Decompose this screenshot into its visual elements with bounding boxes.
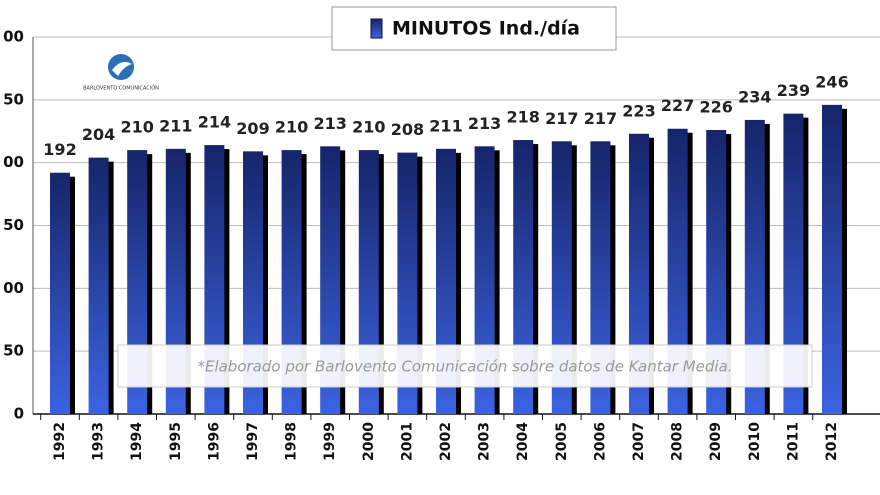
x-tick-label: 2002 xyxy=(438,422,454,461)
value-label: 211 xyxy=(159,116,192,135)
value-label: 218 xyxy=(506,108,539,127)
value-label: 210 xyxy=(352,118,385,137)
y-tick-label: 00 xyxy=(3,279,24,297)
x-tick-label: 1993 xyxy=(91,422,107,461)
note-box xyxy=(117,344,813,388)
chart-title: MINUTOS Ind./día xyxy=(392,18,580,40)
x-tick-label: 2005 xyxy=(554,422,570,461)
value-label: 210 xyxy=(120,118,153,137)
x-tick-label: 2003 xyxy=(477,422,493,461)
legend-swatch xyxy=(370,18,383,39)
x-tick-label: 1997 xyxy=(245,422,261,461)
x-tick-label: 1994 xyxy=(129,422,145,461)
y-tick-label: 00 xyxy=(3,153,24,171)
y-tick-label: 50 xyxy=(3,216,24,234)
value-label: 223 xyxy=(622,101,655,120)
value-label: 192 xyxy=(43,140,76,159)
bar xyxy=(744,119,765,414)
bar xyxy=(629,133,649,414)
x-tick-label: 2010 xyxy=(747,422,763,461)
value-label: 210 xyxy=(275,118,308,137)
x-tick-label: 1999 xyxy=(322,422,338,461)
logo-text: BARLOVENTO COMUNICACIÓN xyxy=(83,85,159,92)
legend: MINUTOS Ind./día xyxy=(331,6,617,51)
x-tick-label: 2001 xyxy=(399,422,415,461)
x-tick-label: 1996 xyxy=(206,422,222,461)
value-label: 234 xyxy=(738,87,771,106)
x-tick-label: 1998 xyxy=(284,422,300,461)
y-tick-label: 50 xyxy=(3,342,24,360)
x-tick-label: 2006 xyxy=(592,422,608,461)
bar xyxy=(783,113,804,414)
bar xyxy=(50,172,70,414)
value-label: 214 xyxy=(198,113,231,132)
value-label: 217 xyxy=(545,109,578,128)
value-label: 227 xyxy=(661,96,694,115)
value-label: 213 xyxy=(468,114,501,133)
x-tick-label: 2004 xyxy=(515,422,531,461)
value-label: 246 xyxy=(815,72,848,91)
value-label: 208 xyxy=(391,120,424,139)
bar xyxy=(822,104,842,415)
y-tick-label: 00 xyxy=(3,28,24,46)
x-tick-label: 1992 xyxy=(52,422,68,461)
y-tick-label: 50 xyxy=(3,90,24,108)
value-label: 204 xyxy=(82,125,115,144)
x-tick-label: 2011 xyxy=(785,422,801,461)
bar xyxy=(706,129,727,414)
note-text: *Elaborado por Barlovento Comunicación s… xyxy=(197,358,732,376)
y-tick-label: 0 xyxy=(14,405,24,423)
x-tick-label: 2000 xyxy=(361,422,377,461)
logo: BARLOVENTO COMUNICACIÓN xyxy=(83,54,159,92)
value-label: 211 xyxy=(429,116,462,135)
value-label: 226 xyxy=(699,97,732,116)
x-tick-label: 2008 xyxy=(670,422,686,461)
value-label: 213 xyxy=(313,114,346,133)
x-tick-label: 2007 xyxy=(631,422,647,461)
bar xyxy=(88,157,109,414)
value-label: 209 xyxy=(236,119,269,138)
value-label: 217 xyxy=(584,109,617,128)
x-tick-label: 1995 xyxy=(168,422,184,461)
note: *Elaborado por Barlovento Comunicación s… xyxy=(117,344,813,388)
x-tick-label: 2009 xyxy=(708,422,724,461)
value-label: 239 xyxy=(777,81,810,100)
x-tick-label: 2012 xyxy=(824,422,840,461)
bar xyxy=(667,128,688,414)
